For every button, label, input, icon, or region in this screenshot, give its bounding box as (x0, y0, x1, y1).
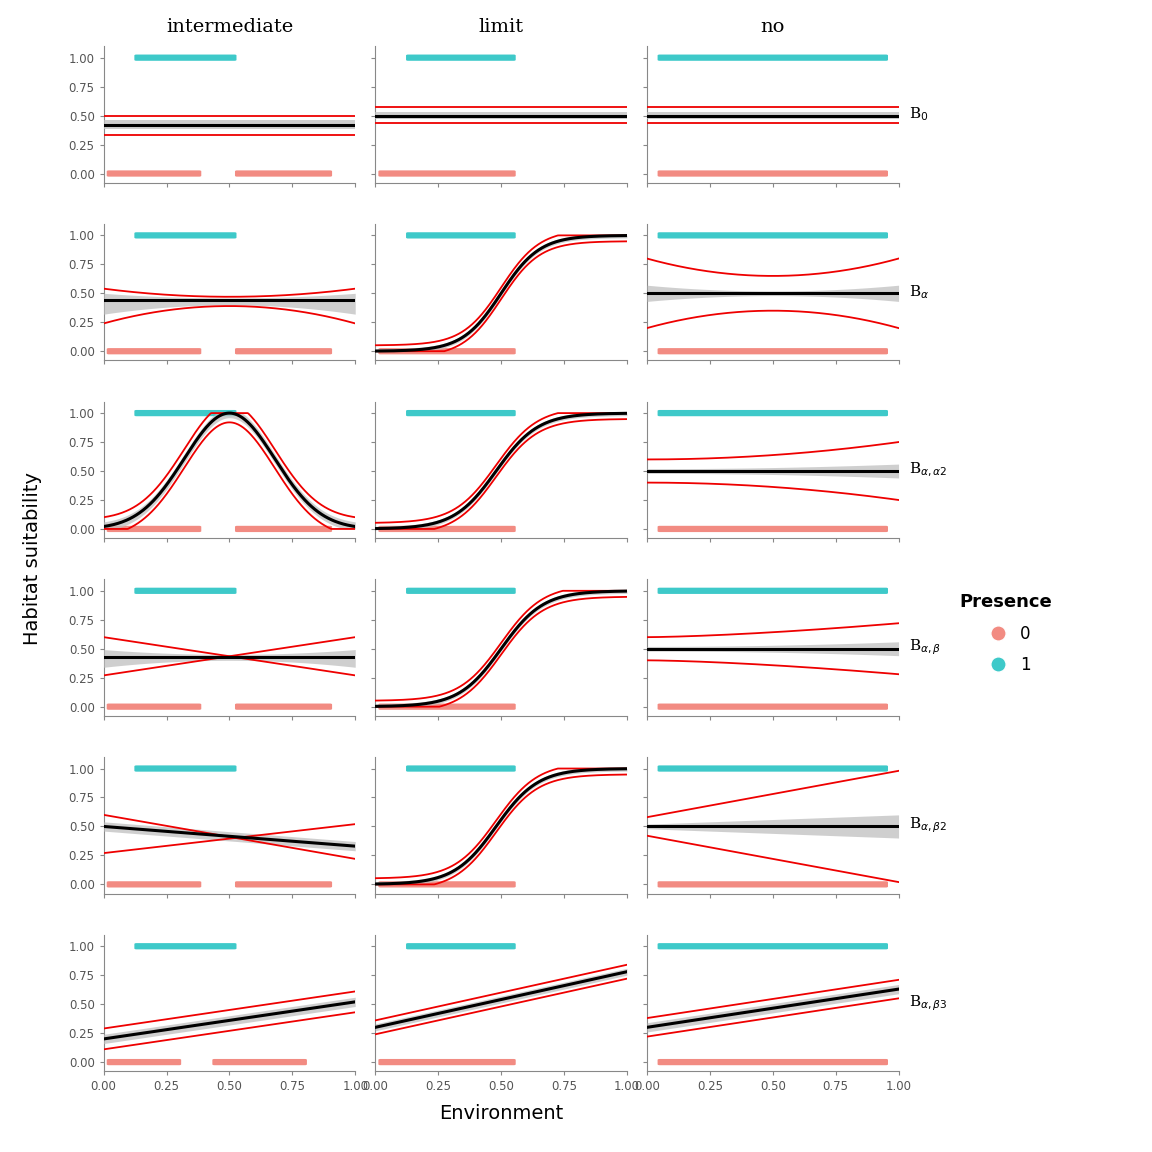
FancyBboxPatch shape (658, 54, 888, 61)
FancyBboxPatch shape (378, 348, 516, 355)
Text: B$_{\alpha,\beta2}$: B$_{\alpha,\beta2}$ (909, 816, 947, 835)
FancyBboxPatch shape (107, 170, 202, 176)
FancyBboxPatch shape (658, 943, 888, 949)
FancyBboxPatch shape (107, 1059, 181, 1066)
FancyBboxPatch shape (378, 1059, 516, 1066)
FancyBboxPatch shape (235, 348, 332, 355)
Title: limit: limit (478, 18, 524, 36)
FancyBboxPatch shape (658, 525, 888, 532)
FancyBboxPatch shape (135, 765, 236, 772)
Text: Habitat suitability: Habitat suitability (23, 472, 41, 645)
Text: B$_{\alpha}$: B$_{\alpha}$ (909, 283, 929, 301)
FancyBboxPatch shape (107, 348, 202, 355)
FancyBboxPatch shape (378, 170, 516, 176)
Text: Environment: Environment (439, 1105, 563, 1123)
FancyBboxPatch shape (235, 881, 332, 887)
FancyBboxPatch shape (378, 881, 516, 887)
Text: B$_{\alpha,\beta}$: B$_{\alpha,\beta}$ (909, 638, 941, 658)
FancyBboxPatch shape (406, 54, 516, 61)
FancyBboxPatch shape (406, 765, 516, 772)
FancyBboxPatch shape (212, 1059, 306, 1066)
Legend: 0, 1: 0, 1 (953, 586, 1059, 681)
FancyBboxPatch shape (406, 410, 516, 416)
FancyBboxPatch shape (406, 943, 516, 949)
FancyBboxPatch shape (107, 881, 202, 887)
FancyBboxPatch shape (235, 704, 332, 710)
FancyBboxPatch shape (135, 943, 236, 949)
FancyBboxPatch shape (235, 525, 332, 532)
FancyBboxPatch shape (107, 525, 202, 532)
Title: intermediate: intermediate (166, 18, 293, 36)
FancyBboxPatch shape (378, 525, 516, 532)
FancyBboxPatch shape (658, 881, 888, 887)
FancyBboxPatch shape (658, 704, 888, 710)
FancyBboxPatch shape (658, 1059, 888, 1066)
FancyBboxPatch shape (658, 588, 888, 594)
FancyBboxPatch shape (135, 54, 236, 61)
FancyBboxPatch shape (235, 170, 332, 176)
FancyBboxPatch shape (107, 704, 202, 710)
FancyBboxPatch shape (406, 588, 516, 594)
Text: B$_{\alpha,\beta3}$: B$_{\alpha,\beta3}$ (909, 993, 947, 1013)
FancyBboxPatch shape (135, 588, 236, 594)
Text: B$_0$: B$_0$ (909, 106, 929, 123)
Text: B$_{\alpha,\alpha2}$: B$_{\alpha,\alpha2}$ (909, 461, 947, 479)
FancyBboxPatch shape (658, 765, 888, 772)
FancyBboxPatch shape (406, 233, 516, 238)
FancyBboxPatch shape (658, 233, 888, 238)
FancyBboxPatch shape (658, 170, 888, 176)
FancyBboxPatch shape (658, 410, 888, 416)
FancyBboxPatch shape (135, 410, 236, 416)
Title: no: no (760, 18, 785, 36)
FancyBboxPatch shape (658, 348, 888, 355)
FancyBboxPatch shape (378, 704, 516, 710)
FancyBboxPatch shape (135, 233, 236, 238)
